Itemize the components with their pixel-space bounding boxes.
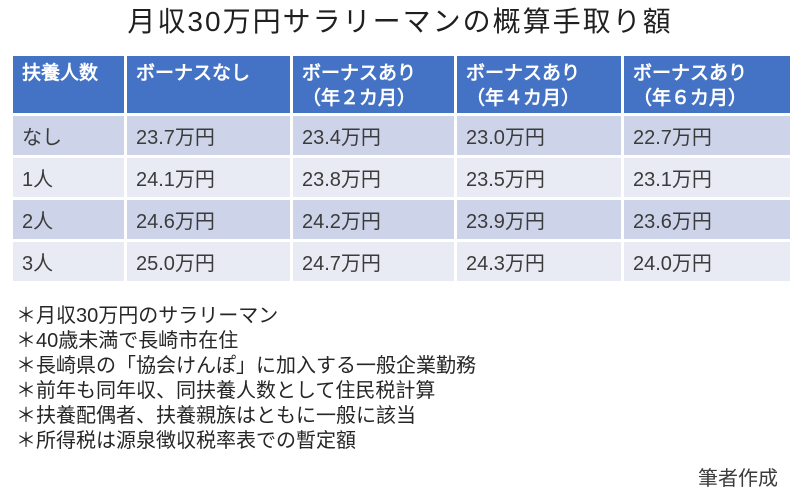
cell: 24.7万円 [290, 239, 457, 284]
header-row: 扶養人数 ボーナスなし ボーナスあり （年２カ月） ボーナスあり （年４カ月） … [10, 53, 793, 116]
col-header-bonus-6mo: ボーナスあり （年６カ月） [621, 53, 793, 116]
row-label: なし [10, 113, 127, 158]
cell: 24.0万円 [621, 239, 793, 284]
cell: 24.1万円 [124, 155, 293, 200]
cell: 24.3万円 [454, 239, 624, 284]
cell: 23.4万円 [290, 113, 457, 158]
cell: 23.9万円 [454, 197, 624, 242]
cell: 23.8万円 [290, 155, 457, 200]
table-row: 1人 24.1万円 23.8万円 23.5万円 23.1万円 [10, 155, 793, 200]
col-header-bonus-2mo: ボーナスあり （年２カ月） [290, 53, 457, 116]
cell: 22.7万円 [621, 113, 793, 158]
col-header-no-bonus: ボーナスなし [124, 53, 293, 116]
author-credit: 筆者作成 [698, 468, 778, 490]
cell: 24.2万円 [290, 197, 457, 242]
row-label: 1人 [10, 155, 127, 200]
take-home-pay-table: 扶養人数 ボーナスなし ボーナスあり （年２カ月） ボーナスあり （年４カ月） … [10, 53, 793, 284]
table-row: 2人 24.6万円 24.2万円 23.9万円 23.6万円 [10, 197, 793, 242]
footnotes: ＊月収30万円のサラリーマン ＊40歳未満で長崎市在住 ＊長崎県の「協会けんぽ」… [16, 304, 800, 454]
footnote-line: ＊月収30万円のサラリーマン [16, 305, 279, 327]
cell: 23.7万円 [124, 113, 293, 158]
cell: 23.5万円 [454, 155, 624, 200]
cell: 23.0万円 [454, 113, 624, 158]
page-title: 月収30万円サラリーマンの概算手取り額 [127, 6, 673, 37]
row-label: 3人 [10, 239, 127, 284]
table-row: なし 23.7万円 23.4万円 23.0万円 22.7万円 [10, 113, 793, 158]
cell: 24.6万円 [124, 197, 293, 242]
col-header-dependents: 扶養人数 [10, 53, 127, 116]
col-header-bonus-4mo: ボーナスあり （年４カ月） [454, 53, 624, 116]
footnote-line: ＊扶養配偶者、扶養親族はともに一般に該当 [16, 405, 416, 427]
cell: 23.6万円 [621, 197, 793, 242]
table-header: 扶養人数 ボーナスなし ボーナスあり （年２カ月） ボーナスあり （年４カ月） … [10, 53, 793, 116]
footnote-line: ＊前年も同年収、同扶養人数として住民税計算 [16, 380, 436, 402]
footnote-line: ＊40歳未満で長崎市在住 [16, 330, 239, 352]
cell: 25.0万円 [124, 239, 293, 284]
footnote-line: ＊長崎県の「協会けんぽ」に加入する一般企業勤務 [16, 355, 476, 377]
row-label: 2人 [10, 197, 127, 242]
table-row: 3人 25.0万円 24.7万円 24.3万円 24.0万円 [10, 239, 793, 284]
footnote-line: ＊所得税は源泉徴収税率表での暫定額 [16, 430, 356, 452]
cell: 23.1万円 [621, 155, 793, 200]
